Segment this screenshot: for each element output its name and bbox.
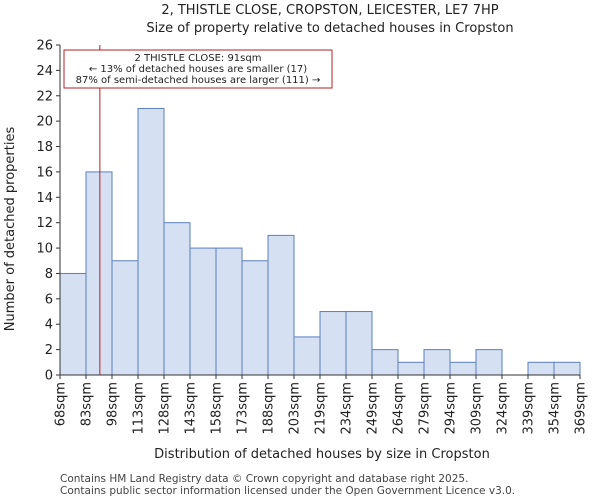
bar-339sqm [527,361,555,376]
x-tick-label: 369sqm [574,382,589,435]
bar-249sqm [371,349,399,376]
x-tick-label: 188sqm [262,382,277,435]
x-tick-label: 173sqm [236,382,251,435]
y-tick-label: 0 [45,369,53,384]
y-tick-label: 6 [45,292,53,307]
annotation-box: 2 THISTLE CLOSE: 91sqm ← 13% of detached… [63,49,333,89]
y-tick-label: 22 [36,89,53,104]
x-tick-label: 309sqm [470,382,485,435]
y-tick-label: 18 [36,140,53,155]
y-tick-label: 26 [36,39,53,54]
x-tick-label: 113sqm [132,382,147,435]
x-tick-label: 354sqm [548,382,563,435]
bar-158sqm [215,247,243,376]
bar-309sqm [475,349,503,376]
bar-188sqm [267,234,295,376]
y-tick-label: 12 [36,216,53,231]
bar-143sqm [189,247,217,376]
x-tick-label: 249sqm [366,382,381,435]
y-tick-label: 4 [45,318,53,333]
footer-line-2: Contains public sector information licen… [60,485,515,497]
x-tick-label: 264sqm [392,382,407,435]
bar-68sqm [59,272,87,376]
x-tick-labels: 68sqm 83sqm 98sqm 113sqm 128sqm 143sqm 158sqm 1… [54,375,589,435]
chart-subtitle: Size of property relative to detached ho… [146,21,513,36]
x-tick-label: 219sqm [314,382,329,435]
bar-173sqm [241,260,269,376]
footer-line-1: Contains HM Land Registry data © Crown c… [60,473,468,485]
annotation-line-1: 2 THISTLE CLOSE: 91sqm [135,53,262,64]
bar-83sqm [85,171,113,376]
bar-128sqm [163,222,191,376]
bar-354sqm [553,361,581,376]
y-tick-label: 2 [45,343,53,358]
x-tick-label: 234sqm [340,382,355,435]
x-tick-label: 128sqm [158,382,173,435]
x-tick-label: 98sqm [106,382,121,426]
bar-219sqm [319,311,347,376]
y-axis-label: Number of detached properties [3,127,18,332]
bar-203sqm [293,336,321,376]
x-tick-label: 68sqm [54,382,69,426]
bar-234sqm [345,311,373,376]
y-tick-label: 8 [45,267,53,282]
bar-264sqm [397,361,425,376]
bar-98sqm [111,260,139,376]
y-tick-label: 16 [36,165,53,180]
y-tick-label: 14 [36,191,53,206]
chart-title: 2, THISTLE CLOSE, CROPSTON, LEICESTER, L… [161,3,498,18]
bars-group [59,107,581,376]
y-tick-label: 10 [36,242,53,257]
x-tick-label: 83sqm [80,382,95,426]
x-axis-label: Distribution of detached houses by size … [154,447,490,462]
x-tick-label: 279sqm [418,382,433,435]
x-tick-label: 339sqm [522,382,537,435]
annotation-line-2: ← 13% of detached houses are smaller (17… [89,64,307,75]
x-tick-label: 324sqm [496,382,511,435]
y-tick-label: 20 [36,115,53,130]
annotation-line-3: 87% of semi-detached houses are larger (… [76,75,321,86]
bar-279sqm [423,349,451,376]
x-tick-label: 158sqm [210,382,225,435]
x-tick-label: 294sqm [444,382,459,435]
x-tick-label: 143sqm [184,382,199,435]
bar-294sqm [449,361,477,376]
bar-113sqm [137,107,165,376]
x-tick-label: 203sqm [288,382,303,435]
y-tick-label: 24 [36,64,53,79]
